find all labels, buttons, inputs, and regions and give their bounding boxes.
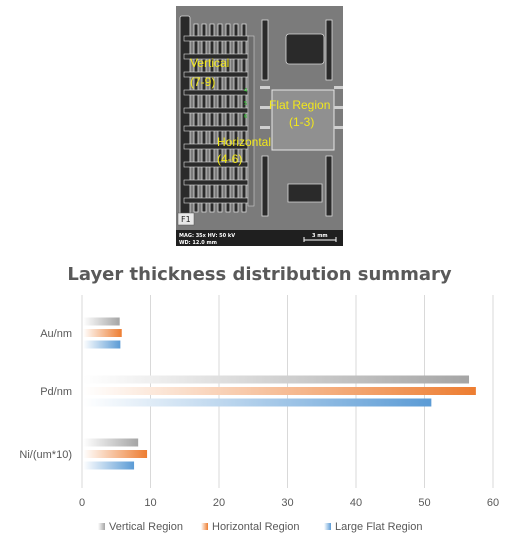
- bar-chart: 0 10 20 30 40 50 60 Au/nm Pd/nm Ni/(um*10) Verti…: [19, 295, 499, 533]
- point-number-4: 4: [244, 88, 247, 94]
- label-vertical-range: (7-9): [190, 75, 215, 89]
- legend-swatch: [98, 523, 105, 530]
- x-tick-label: 20: [213, 497, 225, 509]
- label-horizontal-range: (4-6): [217, 152, 242, 166]
- y-axis-categories: Au/nm Pd/nm Ni/(um*10): [19, 328, 72, 461]
- category-label: Au/nm: [40, 328, 72, 340]
- legend-swatch: [201, 523, 208, 530]
- bars: [83, 317, 476, 470]
- legend-entry: Vertical Region: [109, 521, 183, 533]
- point-number-6: 6: [244, 114, 247, 120]
- bar-vertical-region: [83, 317, 120, 326]
- bar-vertical-region: [83, 438, 139, 447]
- x-tick-label: 10: [144, 497, 156, 509]
- bar-large-flat-region: [83, 340, 121, 349]
- sem-image: Vertical (7-9) Flat Region (1-3) Horizon…: [176, 6, 343, 246]
- category-label: Pd/nm: [40, 386, 72, 398]
- bar-vertical-region: [83, 375, 470, 384]
- bar-large-flat-region: [83, 398, 432, 407]
- point-number-5: 5: [244, 101, 247, 107]
- legend-entry: Large Flat Region: [335, 521, 422, 533]
- x-tick-label: 40: [350, 497, 362, 509]
- legend-swatch: [324, 523, 331, 530]
- category-label: Ni/(um*10): [19, 449, 72, 461]
- label-vertical: Vertical: [190, 56, 229, 70]
- bar-large-flat-region: [83, 461, 135, 470]
- bar-horizontal-region: [83, 450, 148, 458]
- bar-horizontal-region: [83, 329, 122, 337]
- sem-micrograph: Vertical (7-9) Flat Region (1-3) Horizon…: [176, 6, 343, 246]
- info-line-2: WD: 12.0 mm: [179, 240, 217, 246]
- x-axis-ticks: 0 10 20 30 40 50 60: [79, 497, 499, 509]
- legend: Vertical Region Horizontal Region Large Fl…: [98, 521, 422, 533]
- frame-label: F1: [181, 215, 191, 224]
- label-flat: Flat Region: [269, 98, 330, 112]
- x-tick-label: 50: [418, 497, 430, 509]
- scale-bar-label: 3 mm: [312, 233, 328, 239]
- bar-horizontal-region: [83, 387, 476, 395]
- label-flat-range: (1-3): [289, 115, 314, 129]
- label-horizontal: Horizontal: [217, 135, 271, 149]
- x-tick-label: 0: [79, 497, 85, 509]
- x-tick-label: 60: [487, 497, 499, 509]
- chart-title: Layer thickness distribution summary: [67, 264, 452, 285]
- x-tick-label: 30: [281, 497, 293, 509]
- legend-entry: Horizontal Region: [212, 521, 299, 533]
- info-line-1: MAG: 35x HV: 50 kV: [179, 233, 235, 239]
